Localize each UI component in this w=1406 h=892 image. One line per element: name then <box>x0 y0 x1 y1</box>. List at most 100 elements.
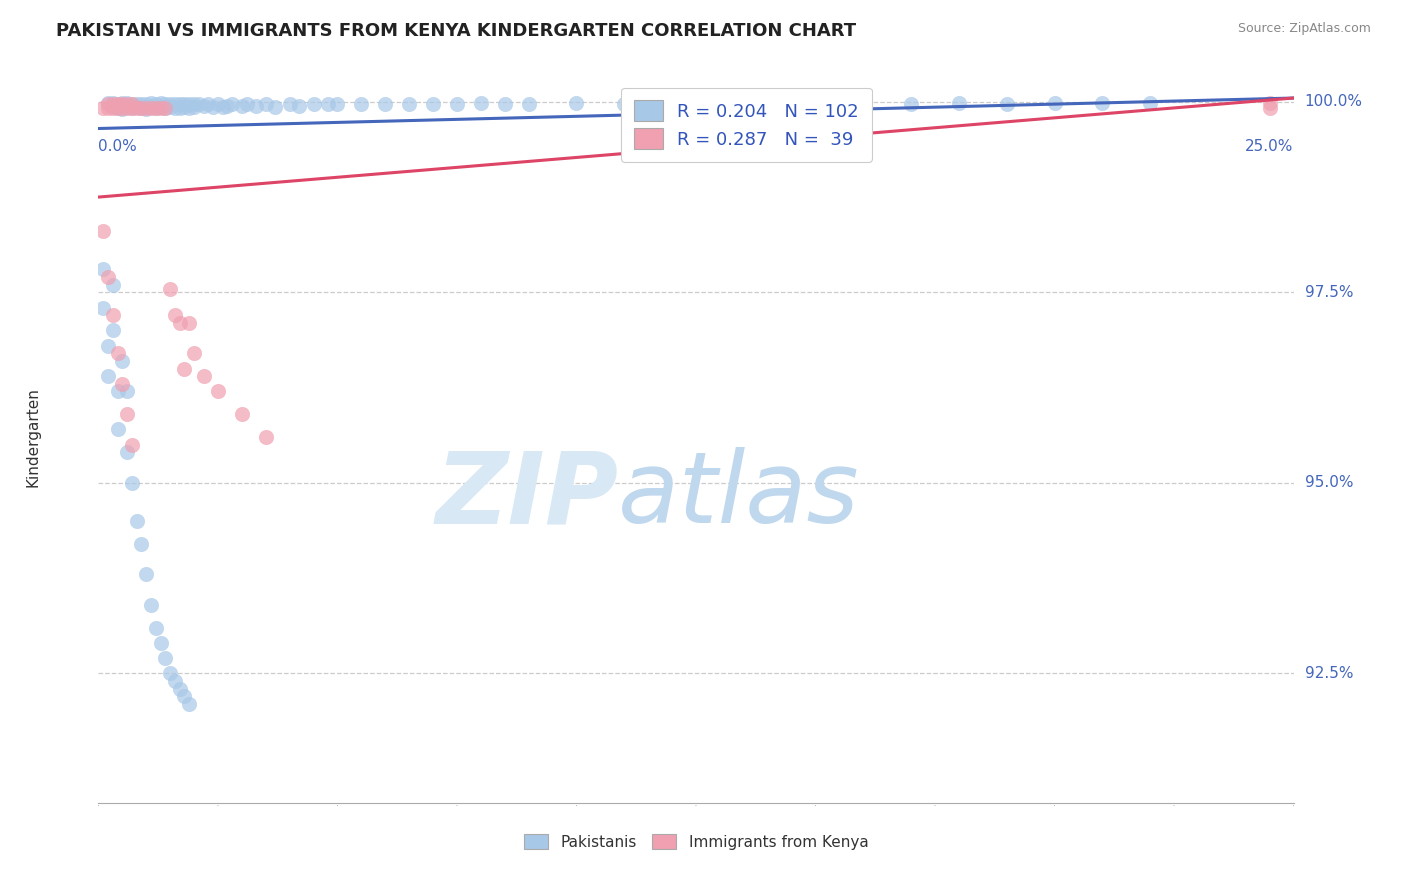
Point <box>135 101 157 115</box>
Point <box>97 338 120 352</box>
Point <box>149 100 172 114</box>
Point <box>207 384 229 399</box>
Point <box>107 97 129 112</box>
Point <box>101 96 124 111</box>
Point <box>115 97 138 112</box>
Point <box>288 98 311 112</box>
Point <box>145 101 167 115</box>
Point <box>111 101 134 115</box>
Point <box>111 96 134 111</box>
Point <box>145 97 167 112</box>
Point <box>111 97 134 112</box>
Point <box>173 361 195 376</box>
Point <box>115 445 138 459</box>
Point <box>111 103 134 117</box>
Point <box>661 96 683 111</box>
Point <box>254 430 277 444</box>
Point <box>107 101 129 115</box>
Text: 95.0%: 95.0% <box>1305 475 1353 491</box>
Point <box>139 598 162 612</box>
Point <box>91 224 114 238</box>
Point <box>756 96 779 111</box>
Point <box>350 97 373 112</box>
Point <box>202 100 225 114</box>
Point <box>101 323 124 337</box>
Point <box>1043 96 1066 111</box>
Point <box>97 97 120 112</box>
Point <box>169 316 191 330</box>
Point <box>613 97 636 112</box>
Point <box>193 98 215 112</box>
Point <box>852 96 875 111</box>
Point <box>565 96 588 111</box>
Point <box>125 97 148 112</box>
Point <box>517 97 540 112</box>
Point <box>107 97 129 112</box>
Point <box>231 98 253 112</box>
Point <box>183 97 205 112</box>
Point <box>91 262 114 277</box>
Point <box>1139 96 1161 111</box>
Point <box>179 97 201 112</box>
Point <box>179 697 201 711</box>
Point <box>245 98 267 112</box>
Point <box>163 101 186 115</box>
Point <box>131 97 153 112</box>
Point <box>115 384 138 399</box>
Point <box>173 97 195 112</box>
Text: 97.5%: 97.5% <box>1305 285 1353 300</box>
Point <box>97 369 120 384</box>
Text: PAKISTANI VS IMMIGRANTS FROM KENYA KINDERGARTEN CORRELATION CHART: PAKISTANI VS IMMIGRANTS FROM KENYA KINDE… <box>56 22 856 40</box>
Point <box>235 97 257 112</box>
Point <box>101 100 124 114</box>
Point <box>97 101 120 115</box>
Point <box>183 100 205 114</box>
Point <box>111 354 134 368</box>
Point <box>1091 96 1114 111</box>
Point <box>207 97 229 112</box>
Legend: Pakistanis, Immigrants from Kenya: Pakistanis, Immigrants from Kenya <box>516 826 876 857</box>
Point <box>135 97 157 112</box>
Point <box>155 97 177 112</box>
Point <box>254 97 277 112</box>
Point <box>173 689 195 703</box>
Point <box>97 96 120 111</box>
Point <box>145 101 167 115</box>
Point <box>1258 96 1281 111</box>
Point <box>221 97 243 112</box>
Point <box>145 621 167 635</box>
Text: 0.0%: 0.0% <box>98 138 138 153</box>
Point <box>149 101 172 115</box>
Point <box>302 97 325 112</box>
Point <box>107 384 129 399</box>
Point <box>121 101 143 115</box>
Point <box>159 281 181 295</box>
Point <box>121 438 143 452</box>
Point <box>139 100 162 114</box>
Point <box>159 97 181 112</box>
Text: 100.0%: 100.0% <box>1305 95 1362 110</box>
Point <box>121 101 143 115</box>
Point <box>107 346 129 360</box>
Point <box>374 97 396 112</box>
Point <box>163 97 186 112</box>
Point <box>135 100 157 114</box>
Point <box>169 97 191 112</box>
Point <box>115 101 138 115</box>
Point <box>131 101 153 115</box>
Point <box>91 101 114 115</box>
Point <box>135 567 157 582</box>
Point <box>173 100 195 114</box>
Point <box>101 308 124 322</box>
Point <box>179 316 201 330</box>
Point <box>111 376 134 391</box>
Text: atlas: atlas <box>619 447 860 544</box>
Point <box>159 666 181 681</box>
Text: Source: ZipAtlas.com: Source: ZipAtlas.com <box>1237 22 1371 36</box>
Point <box>101 277 124 292</box>
Text: ZIP: ZIP <box>436 447 619 544</box>
Point <box>326 97 349 112</box>
Point <box>1258 101 1281 115</box>
Point <box>169 681 191 696</box>
Point <box>115 100 138 114</box>
